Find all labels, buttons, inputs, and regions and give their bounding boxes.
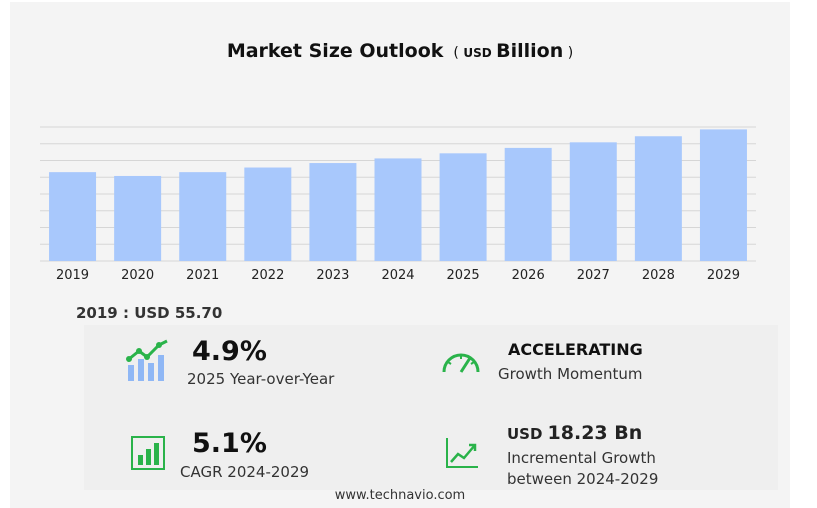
yoy-value: 4.9% [192,336,267,367]
x-tick-label: 2026 [512,268,545,283]
stats-panel [84,325,778,490]
x-tick-label: 2023 [316,268,349,283]
x-tick-label: 2019 [56,268,89,283]
bar-2020 [114,175,162,261]
incremental-value-row: USD 18.23 Bn [507,422,642,444]
x-tick-label: 2024 [381,268,414,283]
bar-2026 [504,147,552,261]
bar-chart-icon [131,436,165,470]
bar-chart: 2019 2020 2021 2022 2023 2024 2025 2026 2027 2028… [40,126,756,283]
incremental-caption-1: Incremental Growth [507,449,656,467]
chart-card: Market Size Outlook( USD Billion ) 2019 2… [10,2,790,508]
bar-2027 [569,142,617,261]
bar-2023 [309,163,357,261]
x-tick-label: 2029 [707,268,740,283]
momentum-caption: Growth Momentum [498,365,643,383]
bar-2022 [244,167,292,261]
incremental-prefix: USD [507,425,543,443]
chart-title: Market Size Outlook ( USD Billion ) [10,40,790,62]
incremental-value: 18.23 Bn [547,422,643,444]
bar-2024 [374,158,422,261]
momentum-value: ACCELERATING [508,340,643,359]
yoy-caption: 2025 Year-over-Year [187,370,335,388]
footer-url: www.technavio.com [334,488,466,503]
title-unit: ( USD Billion ) [453,40,574,62]
bar-2019 [49,172,97,261]
bar-2029 [699,129,747,261]
bar-2025 [439,153,487,261]
x-tick-label: 2025 [447,268,480,283]
title-unit-prefix: USD [463,46,492,60]
speedometer-icon [442,353,480,373]
title-main: Market Size Outlook [226,40,444,62]
x-tick-label: 2027 [577,268,610,283]
x-tick-label: 2028 [642,268,675,283]
x-tick-label: 2021 [186,268,219,283]
baseline-value: 2019 : USD 55.70 [76,304,223,322]
cagr-value: 5.1% [192,428,267,459]
x-tick-label: 2022 [251,268,284,283]
bar-2021 [179,172,227,261]
line-chart-icon [446,438,478,468]
bar-growth-icon [126,339,168,381]
title-unit-suffix: Billion [496,40,564,62]
bar-2028 [634,136,682,261]
x-tick-label: 2020 [121,268,154,283]
incremental-caption-2: between 2024-2029 [507,470,659,488]
cagr-caption: CAGR 2024-2029 [180,463,310,481]
